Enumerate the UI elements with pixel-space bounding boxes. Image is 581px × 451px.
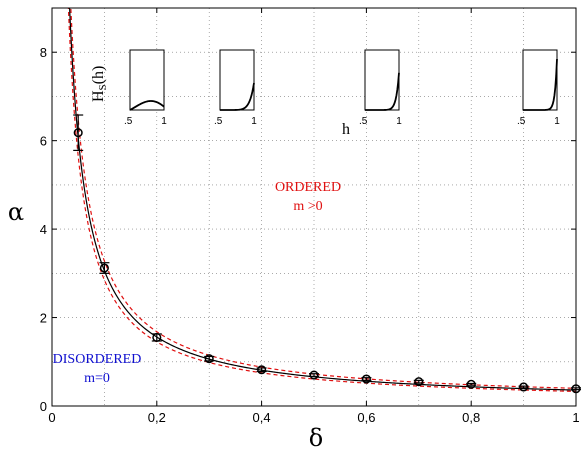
axis-ticks: 0 0,2 0,4 0,6 0,8 1 0 2 4 6 8 bbox=[40, 8, 580, 425]
x-tick-label: 0,8 bbox=[462, 410, 480, 425]
x-tick-label: 0,6 bbox=[357, 410, 375, 425]
y-axis-label: α bbox=[8, 198, 24, 226]
inset-x-label: h bbox=[342, 121, 350, 138]
x-tick-label: 0,4 bbox=[253, 410, 271, 425]
inset-tick-left: .5 bbox=[214, 116, 223, 127]
inset-tick-left: .5 bbox=[517, 116, 526, 127]
inset-distribution-curve bbox=[365, 72, 400, 111]
inset-frame bbox=[219, 49, 255, 111]
data-points bbox=[73, 114, 581, 394]
inset-panel: .5 1 bbox=[214, 49, 257, 127]
inset-y-label-tail: (h) bbox=[90, 66, 107, 85]
inset-tick-right: 1 bbox=[161, 116, 167, 127]
data-point bbox=[414, 377, 424, 387]
inset-distribution-curve bbox=[523, 58, 558, 111]
data-point bbox=[361, 374, 371, 384]
data-point bbox=[152, 332, 162, 343]
inset-frame bbox=[129, 49, 165, 111]
plot-frame bbox=[51, 7, 577, 407]
confidence-band bbox=[67, 8, 576, 393]
x-axis-label: δ bbox=[309, 424, 323, 451]
data-point bbox=[466, 379, 476, 389]
inset-tick-right: 1 bbox=[554, 116, 560, 127]
data-point bbox=[73, 128, 83, 138]
x-tick-label: 0 bbox=[48, 410, 55, 425]
inset-tick-left: .5 bbox=[359, 116, 368, 127]
y-tick-label: 8 bbox=[40, 45, 47, 60]
disordered-condition: m=0 bbox=[84, 371, 110, 386]
y-tick-label: 6 bbox=[40, 134, 47, 149]
x-tick-label: 0,2 bbox=[148, 410, 166, 425]
y-tick-label: 2 bbox=[40, 311, 47, 326]
data-point bbox=[204, 354, 214, 364]
grid bbox=[52, 8, 577, 406]
inset-panel: .5 1 bbox=[517, 49, 560, 127]
inset-frame bbox=[364, 49, 400, 111]
inset-distribution-curve bbox=[129, 100, 165, 111]
ordered-label: ORDERED bbox=[275, 180, 341, 195]
inset-y-label-main: H bbox=[90, 90, 107, 102]
inset-distribution-curve bbox=[220, 82, 255, 111]
x-tick-label: 1 bbox=[572, 410, 579, 425]
inset-y-label: HS(h) bbox=[90, 66, 109, 102]
disordered-label: DISORDERED bbox=[53, 352, 142, 367]
inset-y-label-sub: S bbox=[97, 84, 109, 90]
inset-panel: .5 1 bbox=[124, 49, 167, 127]
data-point bbox=[309, 370, 319, 380]
ordered-condition: m >0 bbox=[293, 199, 322, 214]
y-tick-label: 4 bbox=[40, 222, 47, 237]
band-lower-curve bbox=[67, 8, 576, 393]
data-point bbox=[519, 382, 529, 392]
y-tick-label: 0 bbox=[40, 399, 47, 414]
inset-frame bbox=[522, 49, 558, 111]
inset-tick-left: .5 bbox=[124, 116, 133, 127]
inset-panel: .5 1 bbox=[359, 49, 402, 127]
data-point bbox=[99, 263, 109, 273]
data-point bbox=[257, 365, 267, 375]
inset-tick-right: 1 bbox=[396, 116, 402, 127]
inset-tick-right: 1 bbox=[251, 116, 257, 127]
band-upper-curve bbox=[70, 8, 576, 389]
inset-panels: .5 1 .5 1 .5 1 .5 1 bbox=[124, 49, 560, 127]
